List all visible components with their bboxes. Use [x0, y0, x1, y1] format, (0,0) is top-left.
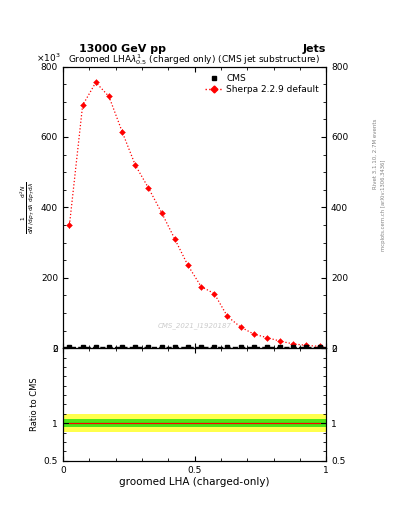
Text: Rivet 3.1.10, 2.7M events: Rivet 3.1.10, 2.7M events — [373, 118, 378, 189]
Bar — [63, 414, 326, 432]
Legend: CMS, Sherpa 2.2.9 default: CMS, Sherpa 2.2.9 default — [202, 71, 322, 97]
Text: 13000 GeV pp: 13000 GeV pp — [79, 44, 165, 54]
Bar — [63, 419, 326, 427]
Text: $\times10^3$: $\times10^3$ — [36, 51, 60, 63]
Text: mcplots.cern.ch [arXiv:1306.3436]: mcplots.cern.ch [arXiv:1306.3436] — [381, 159, 386, 250]
Text: CMS_2021_I1920187: CMS_2021_I1920187 — [158, 322, 231, 329]
Y-axis label: $\frac{1}{\mathrm{d}N\,/\,\mathrm{d}p_T\,\mathrm{d}\lambda}\,\frac{\mathrm{d}^2N: $\frac{1}{\mathrm{d}N\,/\,\mathrm{d}p_T\… — [18, 181, 37, 234]
Text: Jets: Jets — [303, 44, 326, 54]
Text: Groomed LHA$\lambda^{1}_{0.5}$ (charged only) (CMS jet substructure): Groomed LHA$\lambda^{1}_{0.5}$ (charged … — [68, 52, 320, 67]
Y-axis label: Ratio to CMS: Ratio to CMS — [31, 378, 39, 431]
X-axis label: groomed LHA (charged-only): groomed LHA (charged-only) — [119, 477, 270, 487]
